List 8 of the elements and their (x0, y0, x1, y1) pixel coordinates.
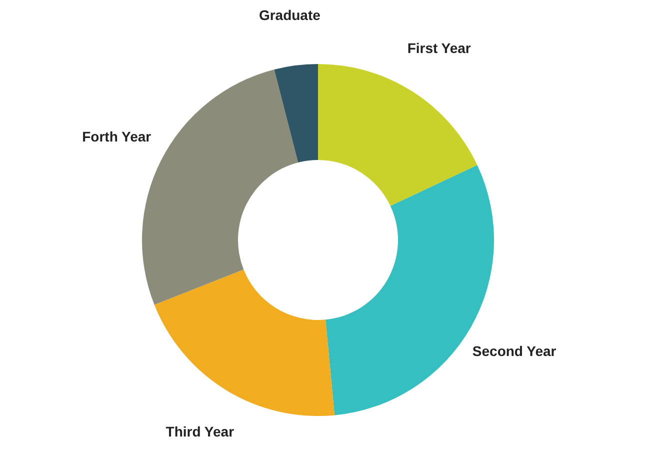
slice-label: Third Year (166, 424, 235, 440)
slice-label: First Year (407, 40, 472, 56)
donut-slice (274, 64, 318, 163)
slice-label: Second Year (472, 342, 557, 359)
slice-label: Forth Year (82, 128, 152, 144)
donut-slice (318, 64, 478, 206)
donut-slice (154, 269, 335, 416)
slice-label: Graduate (258, 6, 321, 23)
